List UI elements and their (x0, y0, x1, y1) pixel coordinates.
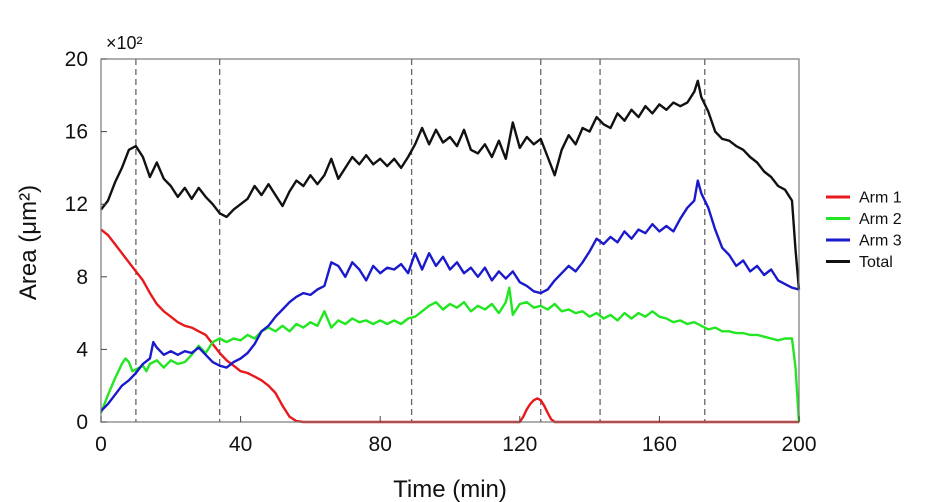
y-tick-label: 0 (76, 411, 88, 434)
y-tick-label: 12 (65, 193, 88, 216)
legend: Arm 1 Arm 2 Arm 3 Total (826, 190, 902, 271)
y-tick-label: 16 (65, 121, 88, 144)
x-tick-label: 40 (229, 433, 252, 456)
series-lines (99, 79, 801, 424)
legend-label-arm-1: Arm 1 (859, 190, 902, 207)
series-line-arm-2 (99, 286, 801, 423)
y-tick-label: 4 (76, 338, 88, 361)
y-tick-label: 20 (65, 48, 88, 71)
series-line-arm-1 (100, 228, 799, 424)
x-tick-label: 80 (369, 433, 392, 456)
plot-frame (100, 58, 800, 423)
x-tick-label: 0 (95, 433, 107, 456)
y-axis-title: Area (μm²) (15, 185, 42, 300)
series-line-arm-3 (100, 179, 800, 412)
x-tick-label: 200 (781, 433, 816, 456)
legend-label-arm-2: Arm 2 (859, 211, 902, 228)
x-axis-title: Time (min) (393, 476, 507, 502)
legend-label-total: Total (859, 254, 893, 271)
x-tick-label: 160 (642, 433, 677, 456)
legend-label-arm-3: Arm 3 (859, 233, 902, 250)
y-multiplier-label: ×10² (106, 33, 143, 53)
series-line-total (100, 79, 801, 290)
y-tick-label: 8 (76, 266, 88, 289)
x-tick-label: 120 (502, 433, 537, 456)
axis-ticks: 0 40 80 120 160 200 0 4 8 12 16 20 (65, 48, 817, 456)
